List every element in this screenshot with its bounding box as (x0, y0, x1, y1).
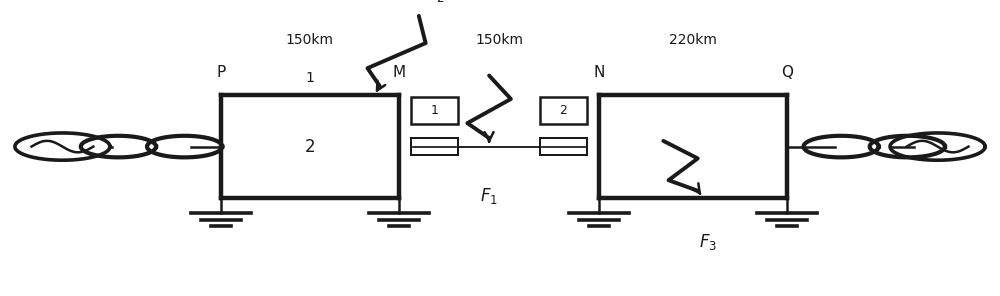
Text: M: M (392, 65, 406, 80)
Text: 1: 1 (305, 72, 314, 86)
Text: Q: Q (781, 65, 793, 80)
Text: 150km: 150km (475, 33, 523, 47)
Text: 2: 2 (559, 104, 567, 117)
Text: 2: 2 (305, 138, 315, 156)
Bar (411, 97, 458, 124)
Text: $F_1$: $F_1$ (480, 186, 498, 206)
Text: P: P (216, 65, 225, 80)
Text: 150km: 150km (286, 33, 334, 47)
Bar (540, 138, 587, 155)
Bar (540, 97, 587, 124)
Bar (411, 138, 458, 155)
Text: N: N (593, 65, 605, 80)
Text: $F_2$: $F_2$ (427, 0, 445, 4)
Text: 220km: 220km (669, 33, 717, 47)
Text: 1: 1 (431, 104, 439, 117)
Text: $F_3$: $F_3$ (699, 232, 717, 252)
